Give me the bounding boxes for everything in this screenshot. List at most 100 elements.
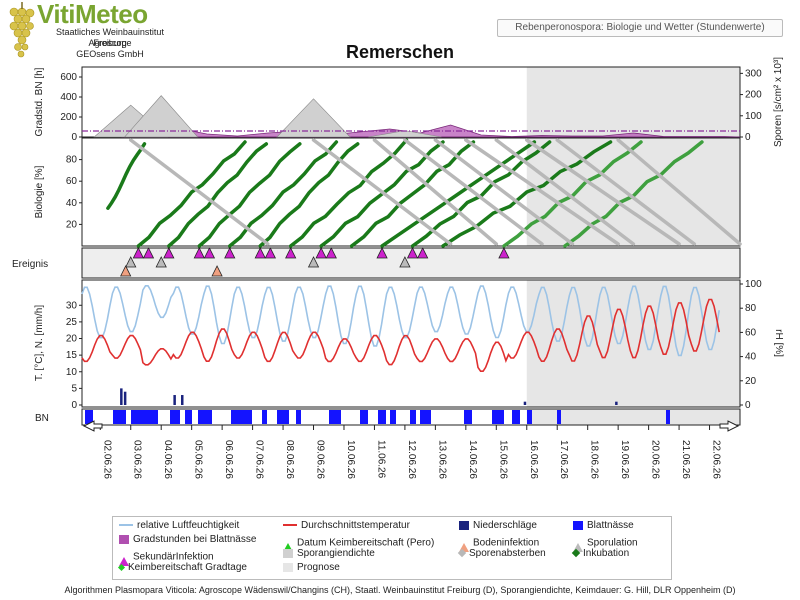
ytick-degree-hours: 400 bbox=[60, 92, 77, 103]
ytick-temperature: 15 bbox=[66, 350, 78, 361]
spore-death-curve bbox=[616, 138, 742, 246]
forecast-area bbox=[526, 409, 740, 425]
legend-soil-infection: Bodeninfektion bbox=[459, 534, 539, 552]
forecast-area bbox=[526, 67, 740, 137]
leaf-wetness-bar bbox=[85, 410, 93, 424]
xtick-label: 06.06.26 bbox=[223, 440, 234, 479]
incubation-curve bbox=[136, 140, 247, 248]
legend-rain: Niederschläge bbox=[459, 520, 537, 531]
incubation-curve bbox=[349, 140, 476, 248]
soil-infection-marker bbox=[120, 265, 132, 277]
scroll-right-icon[interactable] bbox=[719, 420, 740, 432]
xtick-label: 20.06.26 bbox=[650, 440, 661, 479]
ytick-temperature: 10 bbox=[66, 367, 78, 378]
secondary-infection-marker bbox=[376, 247, 388, 259]
sporulation-marker bbox=[307, 256, 320, 268]
xtick-label: 11.06.26 bbox=[375, 440, 386, 479]
ytick-temperature: 20 bbox=[66, 334, 78, 345]
legend-secondary-infection: SekundärInfektion bbox=[119, 548, 214, 566]
legend-wet: Blattnässe bbox=[573, 520, 634, 531]
xtick-label: 08.06.26 bbox=[284, 440, 295, 479]
biology-ylabel: Biologie [%] bbox=[34, 165, 45, 218]
leaf-wetness-bar bbox=[666, 410, 670, 424]
ytick-spores: 200 bbox=[745, 90, 762, 101]
ytick-biology: 20 bbox=[66, 219, 78, 230]
incubation-curve bbox=[197, 142, 302, 248]
chart-subtitle: Rebenperonospora: Biologie und Wetter (S… bbox=[497, 19, 783, 37]
leaf-wetness-bar bbox=[185, 410, 192, 424]
institution-line-1: Staatliches Weinbauinstitut Freiburg bbox=[56, 27, 164, 48]
ytick-humidity: 40 bbox=[745, 352, 757, 363]
leaf-wetness-bar bbox=[464, 410, 472, 424]
spore-death-curve bbox=[494, 138, 636, 246]
forecast-area bbox=[526, 280, 740, 407]
ytick-humidity: 20 bbox=[745, 376, 757, 387]
scroll-left-icon[interactable] bbox=[82, 420, 103, 432]
legend-spore-death: Sporenabsterben bbox=[457, 548, 546, 559]
ytick-degree-hours: 200 bbox=[60, 112, 77, 123]
xtick-label: 10.06.26 bbox=[345, 440, 356, 479]
leaf-wetness-bar bbox=[262, 410, 267, 424]
soil-infection-marker bbox=[211, 265, 223, 277]
leaf-wetness-bar bbox=[557, 410, 561, 424]
sporangia-density-peak bbox=[123, 95, 199, 138]
ytick-humidity: 100 bbox=[745, 279, 762, 290]
leaf-wetness-panel bbox=[81, 408, 741, 426]
spore-death-curve bbox=[464, 138, 620, 246]
leaf-wetness-bar bbox=[420, 410, 431, 424]
xtick-label: 07.06.26 bbox=[254, 440, 265, 479]
ytick-humidity: 60 bbox=[745, 327, 757, 338]
ytick-biology: 40 bbox=[66, 198, 78, 209]
precipitation-bar bbox=[615, 401, 618, 405]
leaf-wetness-bar bbox=[231, 410, 252, 424]
precipitation-bar bbox=[120, 388, 123, 405]
ytick-spores: 100 bbox=[745, 111, 762, 122]
leaf-wetness-bar bbox=[113, 410, 126, 424]
legend-temp: Durchschnittstemperatur bbox=[283, 520, 410, 531]
leaf-wetness-bar bbox=[198, 410, 212, 424]
xtick-label: 02.06.26 bbox=[101, 440, 112, 479]
ytick-spores: 300 bbox=[745, 68, 762, 79]
ytick-biology: 80 bbox=[66, 155, 78, 166]
ytick-spores: 0 bbox=[745, 132, 751, 143]
xtick-label: 21.06.26 bbox=[680, 440, 691, 479]
brand-title: VitiMeteo bbox=[37, 0, 148, 29]
incubation-curve bbox=[167, 142, 269, 248]
sporulation-marker bbox=[399, 256, 411, 268]
xtick-label: 04.06.26 bbox=[162, 440, 173, 479]
leaf-wetness-bar bbox=[492, 410, 504, 424]
secondary-infection-marker bbox=[224, 247, 236, 259]
xtick-label: 13.06.26 bbox=[436, 440, 447, 479]
ytick-humidity: 0 bbox=[745, 400, 751, 411]
leaf-wetness-bar bbox=[277, 410, 289, 424]
ytick-temperature: 30 bbox=[66, 300, 78, 311]
leaf-wetness-bar bbox=[512, 410, 520, 424]
ytick-degree-hours: 0 bbox=[71, 132, 77, 143]
spores-y2label: Sporen [s/cm² x 10³] bbox=[773, 57, 784, 147]
secondary-infection-marker bbox=[163, 247, 175, 259]
legend-forecast: Prognose bbox=[283, 562, 340, 573]
secondary-infection-marker bbox=[132, 247, 145, 259]
secondary-infection-marker bbox=[417, 247, 429, 259]
humidity-y2label: rH [%] bbox=[773, 329, 784, 357]
leaf-wetness-bar bbox=[170, 410, 180, 424]
xtick-label: 12.06.26 bbox=[406, 440, 417, 479]
xtick-label: 22.06.26 bbox=[711, 440, 722, 479]
legend-germination-degree-days: Keimbereitschaft Gradtage bbox=[117, 562, 247, 573]
xtick-label: 03.06.26 bbox=[132, 440, 143, 479]
xtick-label: 19.06.26 bbox=[619, 440, 630, 479]
legend-rh: relative Luftfeuchtigkeit bbox=[119, 520, 239, 531]
precipitation-bar bbox=[181, 395, 184, 405]
legend-germination: Datum Keimbereitschaft (Pero) bbox=[283, 534, 434, 552]
spore-death-curve bbox=[525, 138, 681, 246]
precipitation-bar bbox=[173, 395, 176, 405]
degree-hours-area bbox=[115, 124, 741, 138]
incubation-curve bbox=[106, 142, 147, 210]
ytick-temperature: 0 bbox=[71, 400, 77, 411]
secondary-infection-marker bbox=[203, 247, 216, 259]
ytick-temperature: 25 bbox=[66, 317, 78, 328]
xtick-label: 18.06.26 bbox=[589, 440, 600, 479]
ytick-humidity: 80 bbox=[745, 303, 757, 314]
sporulation-marker bbox=[155, 256, 167, 268]
ytick-biology: 60 bbox=[66, 176, 78, 187]
